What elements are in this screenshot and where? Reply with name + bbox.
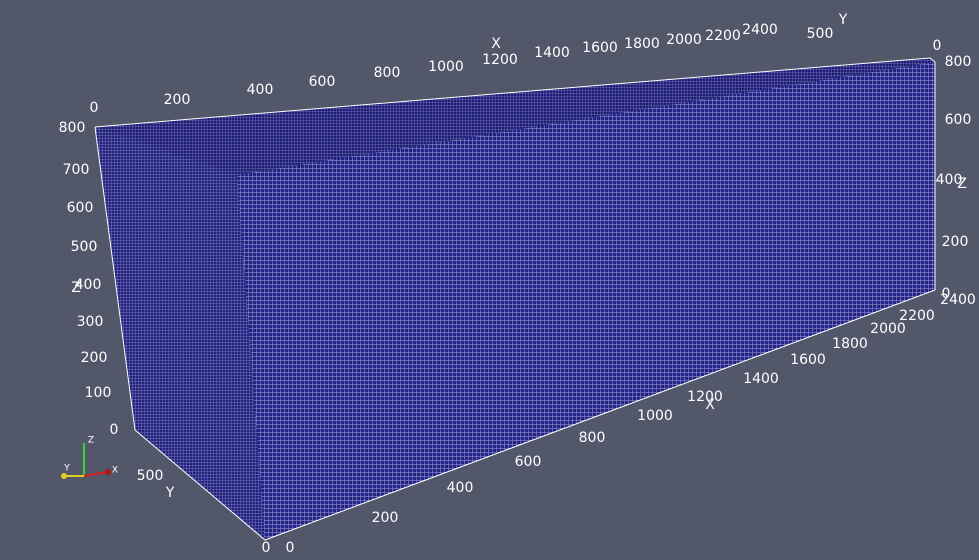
left-z-axis-tick-label: 400 xyxy=(75,277,102,293)
bottom-x-axis-tick-label: 1200 xyxy=(687,389,723,405)
top-x-axis-tick-label: 1400 xyxy=(534,45,570,61)
top-x-axis-title: X xyxy=(491,36,501,52)
widget-y: Y xyxy=(63,464,70,474)
bottom-x-axis-tick-label: 400 xyxy=(447,480,474,496)
left-z-axis-tick-label: 800 xyxy=(59,120,86,136)
left-z-axis-tick-label: 500 xyxy=(71,239,98,255)
bottom-x-axis-tick-label: 1600 xyxy=(790,352,826,368)
top-x-axis-tick-label: 1000 xyxy=(428,59,464,75)
top-x-axis-tick-label: 400 xyxy=(247,82,274,98)
left-y-axis-tick-label: 0 xyxy=(262,540,271,556)
top-x-axis-tick-label: 1600 xyxy=(582,40,618,56)
top-x-axis-tick-label: 1800 xyxy=(624,36,660,52)
bottom-x-axis-tick-label: 1400 xyxy=(743,371,779,387)
top-x-axis-tick-label: 1200 xyxy=(482,52,518,68)
widget-x: X xyxy=(112,466,118,476)
right-z-axis-tick-label: 800 xyxy=(945,54,972,70)
widget-z: Z xyxy=(88,436,94,446)
right-z-axis-tick-label: 400 xyxy=(936,172,963,188)
orientation-widget: Z X Y xyxy=(61,436,118,480)
render-view: Z X Y X020040060080010001200140016001800… xyxy=(0,0,979,560)
left-z-axis-tick-label: 700 xyxy=(63,162,90,178)
top-x-axis-tick-label: 200 xyxy=(164,92,191,108)
bottom-x-axis-tick-label: 2200 xyxy=(899,308,935,324)
left-z-axis-tick-label: 0 xyxy=(110,422,119,438)
top-x-axis-tick-label: 600 xyxy=(309,74,336,90)
bottom-x-axis-tick-label: 600 xyxy=(515,454,542,470)
top-y-axis-title: Y xyxy=(838,12,848,28)
left-z-axis-tick-label: 600 xyxy=(67,200,94,216)
left-z-axis-tick-label: 200 xyxy=(81,350,108,366)
bottom-x-axis-tick-label: 800 xyxy=(579,430,606,446)
left-z-axis-tick-label: 300 xyxy=(77,314,104,330)
top-x-axis-tick-label: 800 xyxy=(374,65,401,81)
bottom-x-axis-tick-label: 1000 xyxy=(637,408,673,424)
top-x-axis-tick-label: 2400 xyxy=(742,22,778,38)
left-y-axis-title: Y xyxy=(165,485,175,501)
right-z-axis-tick-label: 600 xyxy=(945,112,972,128)
top-x-axis-tick-label: 0 xyxy=(90,100,99,116)
bottom-x-axis-tick-label: 0 xyxy=(286,540,295,556)
top-y-axis-tick-label: 500 xyxy=(807,26,834,42)
top-x-axis-tick-label: 2200 xyxy=(705,28,741,44)
left-z-axis-tick-label: 100 xyxy=(85,385,112,401)
top-y-axis-tick-label: 0 xyxy=(933,38,942,54)
right-z-axis-tick-label: 200 xyxy=(942,234,969,250)
top-x-axis-tick-label: 2000 xyxy=(666,32,702,48)
left-y-axis-tick-label: 500 xyxy=(137,468,164,484)
bottom-x-axis-tick-label: 1800 xyxy=(832,336,868,352)
bottom-x-axis-tick-label: 2400 xyxy=(940,292,976,308)
bottom-x-axis-tick-label: 200 xyxy=(372,510,399,526)
